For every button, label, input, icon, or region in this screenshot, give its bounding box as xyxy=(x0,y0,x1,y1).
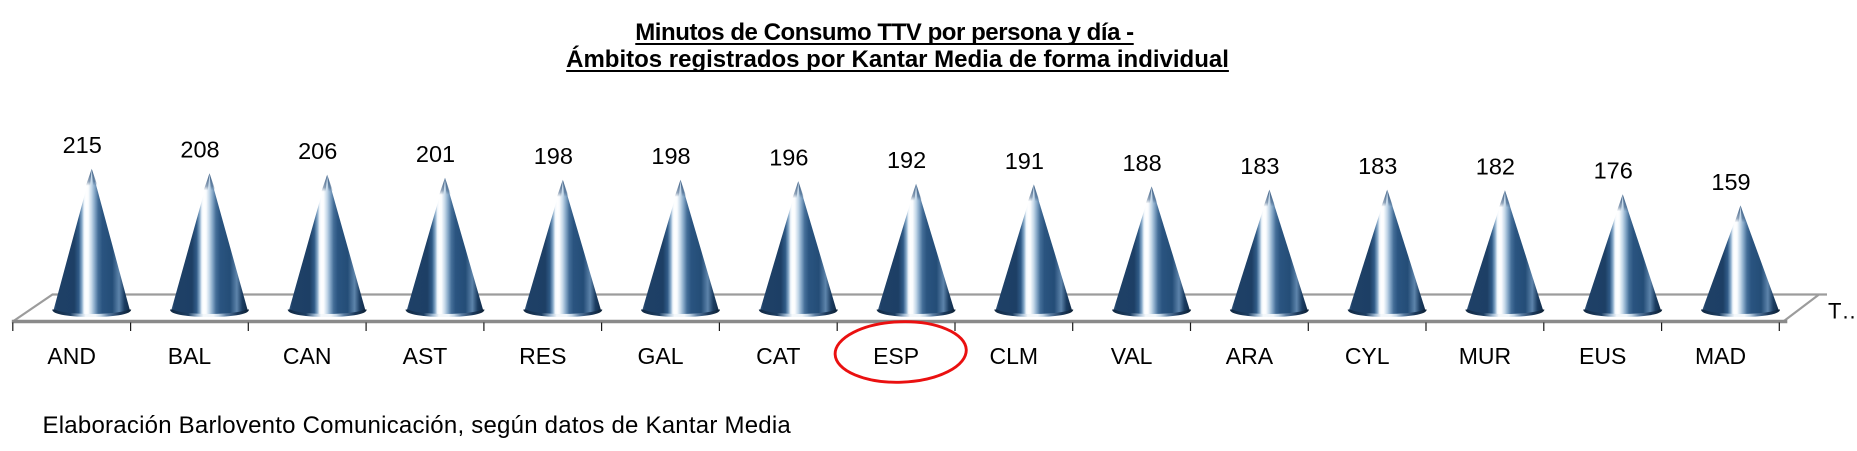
svg-text:VAL: VAL xyxy=(1111,343,1153,369)
svg-text:AND: AND xyxy=(47,343,96,369)
svg-text:MUR: MUR xyxy=(1459,343,1511,369)
svg-text:RES: RES xyxy=(519,343,566,369)
svg-text:183: 183 xyxy=(1240,153,1279,179)
svg-text:CLM: CLM xyxy=(990,343,1039,369)
svg-text:T…: T… xyxy=(1828,299,1857,324)
svg-text:198: 198 xyxy=(534,143,573,169)
svg-text:176: 176 xyxy=(1594,158,1633,184)
svg-text:CYL: CYL xyxy=(1345,343,1390,369)
svg-text:198: 198 xyxy=(651,143,690,169)
svg-text:EUS: EUS xyxy=(1579,343,1626,369)
svg-text:GAL: GAL xyxy=(637,343,683,369)
svg-text:159: 159 xyxy=(1711,169,1750,195)
svg-text:182: 182 xyxy=(1476,154,1515,180)
svg-text:AST: AST xyxy=(403,343,448,369)
svg-text:CAN: CAN xyxy=(283,343,332,369)
svg-text:201: 201 xyxy=(416,141,455,167)
svg-text:ESP: ESP xyxy=(873,343,919,369)
svg-text:188: 188 xyxy=(1122,150,1161,176)
svg-text:MAD: MAD xyxy=(1695,343,1746,369)
svg-text:CAT: CAT xyxy=(756,343,800,369)
svg-text:BAL: BAL xyxy=(168,343,212,369)
svg-text:206: 206 xyxy=(298,138,337,164)
svg-text:ARA: ARA xyxy=(1226,343,1274,369)
svg-text:215: 215 xyxy=(63,132,102,158)
svg-text:196: 196 xyxy=(769,145,808,171)
svg-text:192: 192 xyxy=(887,147,926,173)
svg-text:183: 183 xyxy=(1358,153,1397,179)
svg-text:191: 191 xyxy=(1005,148,1044,174)
svg-text:208: 208 xyxy=(180,137,219,163)
